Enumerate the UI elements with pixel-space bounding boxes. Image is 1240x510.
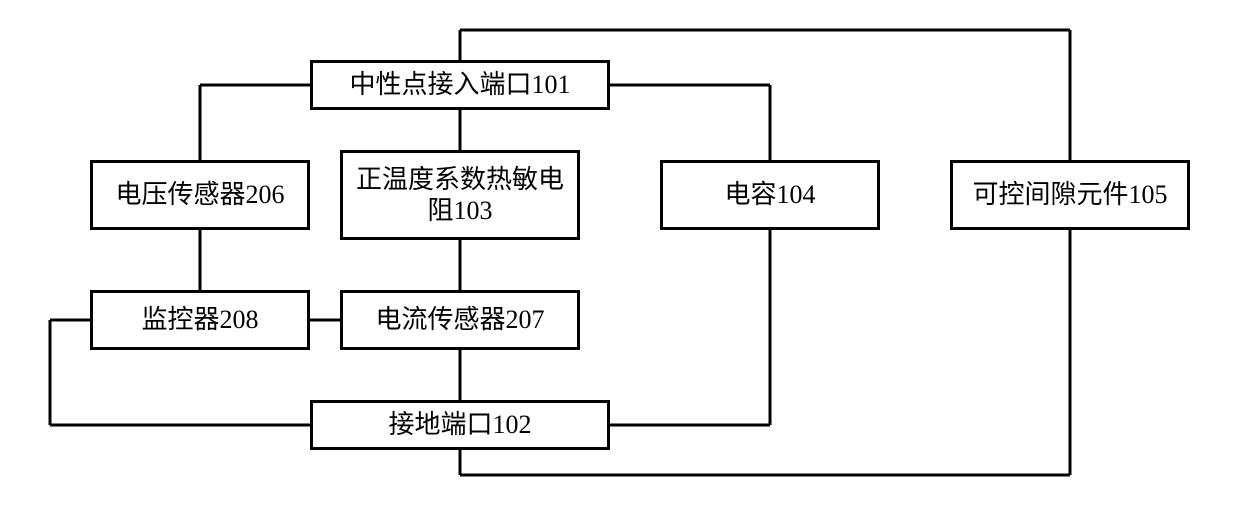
node-ground-port-102: 接地端口102: [310, 400, 610, 450]
node-label: 正温度系数热敏电阻103: [349, 164, 571, 226]
edges-layer: [0, 0, 1240, 510]
node-capacitor-104: 电容104: [660, 160, 880, 230]
node-label: 监控器208: [141, 304, 258, 335]
node-label: 电流传感器207: [375, 304, 544, 335]
node-current-sensor-207: 电流传感器207: [340, 290, 580, 350]
node-label: 接地端口102: [388, 409, 531, 440]
node-label: 电容104: [724, 179, 815, 210]
node-label: 可控间隙元件105: [972, 179, 1167, 210]
node-ptc-thermistor-103: 正温度系数热敏电阻103: [340, 150, 580, 240]
node-label: 电压传感器206: [115, 179, 284, 210]
node-monitor-208: 监控器208: [90, 290, 310, 350]
diagram-canvas: 中性点接入端口101 电压传感器206 正温度系数热敏电阻103 电容104 可…: [0, 0, 1240, 510]
node-label: 中性点接入端口101: [349, 69, 570, 100]
node-voltage-sensor-206: 电压传感器206: [90, 160, 310, 230]
node-controllable-gap-105: 可控间隙元件105: [950, 160, 1190, 230]
node-neutral-port-101: 中性点接入端口101: [310, 60, 610, 110]
